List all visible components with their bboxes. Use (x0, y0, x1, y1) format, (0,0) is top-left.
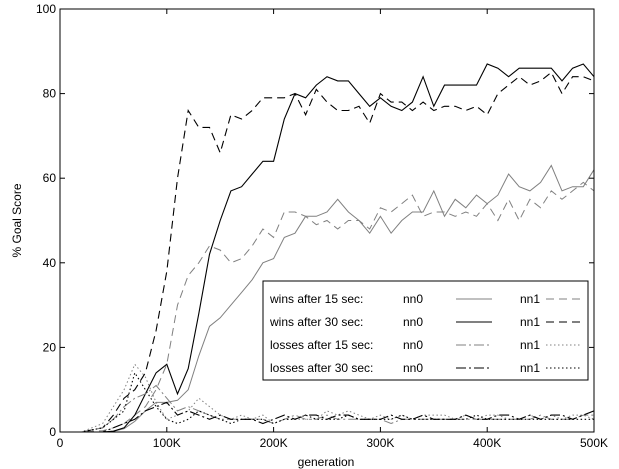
x-tick-label: 500K (580, 436, 608, 450)
x-tick-label: 100K (153, 436, 181, 450)
y-tick-label: 20 (43, 340, 57, 354)
legend-right-name: nn1 (520, 315, 540, 329)
legend-right-name: nn1 (520, 292, 540, 306)
y-tick-label: 0 (49, 425, 56, 439)
y-axis-label: % Goal Score (10, 183, 24, 257)
axis-ticks: 0 100K 200K 300K 400K 500K 0 20 40 60 80 100 (36, 2, 608, 450)
y-tick-label: 60 (43, 171, 57, 185)
legend-row-label: losses after 30 sec: (270, 361, 373, 375)
series-line-8 (60, 371, 594, 433)
x-axis-label: generation (298, 455, 355, 469)
plot-lines (60, 63, 595, 433)
legend-row-label: losses after 15 sec: (270, 338, 373, 352)
plot-frame (59, 8, 595, 433)
legend-row-label: wins after 15 sec: (269, 292, 363, 306)
y-tick-label: 100 (36, 2, 56, 16)
legend-row-label: wins after 30 sec: (269, 315, 363, 329)
x-tick-label: 200K (260, 436, 288, 450)
series-line-6 (60, 363, 595, 433)
series-line-2 (60, 181, 595, 433)
legend-right-name: nn1 (520, 361, 540, 375)
legend-left-name: nn0 (403, 361, 423, 375)
series-line-3 (60, 63, 595, 433)
legend-left-name: nn0 (403, 292, 423, 306)
legend: wins after 15 sec: nn0 nn1 wins after 30 se… (262, 280, 589, 381)
x-tick-label: 400K (473, 436, 501, 450)
x-tick-label: 0 (57, 436, 64, 450)
y-tick-label: 40 (43, 256, 57, 270)
legend-box (262, 280, 589, 381)
x-tick-label: 300K (366, 436, 394, 450)
series-line-7 (60, 401, 595, 433)
legend-left-name: nn0 (403, 315, 423, 329)
y-tick-label: 80 (43, 87, 57, 101)
legend-right-name: nn1 (520, 338, 540, 352)
legend-left-name: nn0 (403, 338, 423, 352)
